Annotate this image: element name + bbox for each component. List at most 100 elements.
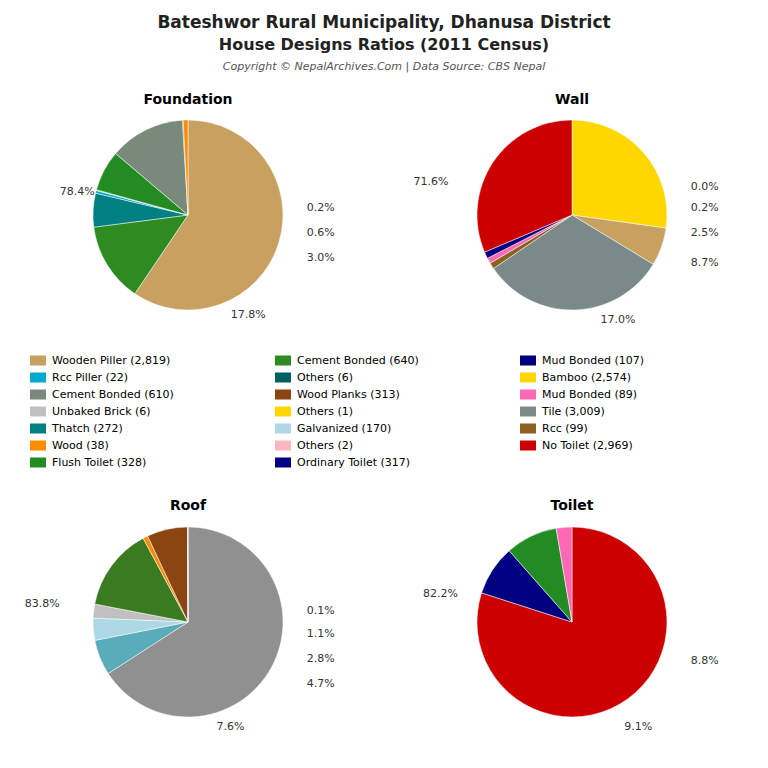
percent-label: 7.6% bbox=[217, 720, 245, 733]
legend-label: Galvanized (170) bbox=[297, 422, 391, 435]
legend-label: Rcc Piller (22) bbox=[52, 371, 128, 384]
legend-swatch bbox=[275, 390, 291, 400]
legend-item: Others (6) bbox=[275, 371, 353, 384]
pie-wedge bbox=[572, 120, 667, 228]
legend-swatch bbox=[520, 356, 536, 366]
legend-swatch bbox=[30, 356, 46, 366]
pie-wedge bbox=[187, 527, 188, 622]
legend-swatch bbox=[275, 373, 291, 383]
percent-label: 0.0% bbox=[691, 180, 719, 193]
percent-label: 0.1% bbox=[307, 604, 335, 617]
pie-wedges bbox=[477, 120, 667, 310]
legend-swatch bbox=[275, 441, 291, 451]
percent-label: 82.2% bbox=[423, 587, 458, 600]
legend-label: Thatch (272) bbox=[51, 422, 123, 435]
percent-label: 83.8% bbox=[25, 597, 60, 610]
legend-label: Bamboo (2,574) bbox=[542, 371, 631, 384]
pie-wedges bbox=[93, 527, 283, 717]
percent-label: 0.2% bbox=[307, 201, 335, 214]
percent-label: 17.0% bbox=[601, 313, 636, 326]
legend-label: Mud Bonded (107) bbox=[542, 354, 644, 367]
legend-item: Others (2) bbox=[275, 439, 353, 452]
percent-label: 0.2% bbox=[691, 201, 719, 214]
legend-label: Rcc (99) bbox=[542, 422, 588, 435]
pie-wedge bbox=[116, 120, 188, 215]
legend-item: Ordinary Toilet (317) bbox=[275, 456, 410, 469]
pie-title: Wall bbox=[555, 91, 589, 107]
legend-label: Others (2) bbox=[297, 439, 353, 452]
figure-subtitle: House Designs Ratios (2011 Census) bbox=[219, 35, 549, 54]
percent-label: 2.8% bbox=[307, 652, 335, 665]
legend-item: Thatch (272) bbox=[30, 422, 123, 435]
pie-title: Roof bbox=[170, 497, 207, 513]
legend-label: Wood (38) bbox=[52, 439, 109, 452]
page: { "title": "Bateshwor Rural Municipality… bbox=[0, 0, 768, 768]
legend-swatch bbox=[275, 458, 291, 468]
legend-label: Wood Planks (313) bbox=[297, 388, 400, 401]
percent-label: 3.0% bbox=[307, 251, 335, 264]
legend-swatch bbox=[30, 407, 46, 417]
legend-label: No Toilet (2,969) bbox=[542, 439, 633, 452]
figure: Bateshwor Rural Municipality, Dhanusa Di… bbox=[0, 0, 768, 768]
figure-title: Bateshwor Rural Municipality, Dhanusa Di… bbox=[157, 12, 610, 32]
percent-label: 78.4% bbox=[60, 185, 95, 198]
legend-swatch bbox=[520, 373, 536, 383]
pie-wedge bbox=[183, 120, 188, 215]
pie-wedge bbox=[94, 215, 188, 294]
pie-wedge bbox=[182, 120, 188, 215]
legend-item: Wood (38) bbox=[30, 439, 109, 452]
legend-swatch bbox=[275, 424, 291, 434]
legend-item: Mud Bonded (89) bbox=[520, 388, 637, 401]
legend-item: Cement Bonded (640) bbox=[275, 354, 419, 367]
pie-title: Foundation bbox=[143, 91, 232, 107]
percent-label: 71.6% bbox=[414, 175, 449, 188]
legend-item: No Toilet (2,969) bbox=[520, 439, 633, 452]
legend-swatch bbox=[30, 390, 46, 400]
legend-item: Unbaked Brick (6) bbox=[30, 405, 151, 418]
percent-label: 17.8% bbox=[231, 308, 266, 321]
percent-label: 2.5% bbox=[691, 226, 719, 239]
legend-label: Others (6) bbox=[297, 371, 353, 384]
pie-wedge bbox=[148, 527, 188, 622]
legend-item: Flush Toilet (328) bbox=[30, 456, 146, 469]
legend-swatch bbox=[275, 407, 291, 417]
legend-item: Mud Bonded (107) bbox=[520, 354, 644, 367]
legend-swatch bbox=[520, 390, 536, 400]
legend-swatch bbox=[275, 356, 291, 366]
percent-label: 8.8% bbox=[691, 654, 719, 667]
legend-label: Cement Bonded (610) bbox=[52, 388, 174, 401]
legend-swatch bbox=[520, 424, 536, 434]
legend-label: Cement Bonded (640) bbox=[297, 354, 419, 367]
percent-label: 0.6% bbox=[307, 226, 335, 239]
percent-label: 1.1% bbox=[307, 627, 335, 640]
percent-label: 4.7% bbox=[307, 677, 335, 690]
legend-item: Rcc (99) bbox=[520, 422, 588, 435]
legend-item: Cement Bonded (610) bbox=[30, 388, 174, 401]
legend-label: Ordinary Toilet (317) bbox=[297, 456, 410, 469]
legend-swatch bbox=[520, 407, 536, 417]
pie-panel: Toilet82.2%8.8%9.1% bbox=[423, 497, 719, 733]
legend-item: Tile (3,009) bbox=[520, 405, 605, 418]
legend-swatch bbox=[30, 441, 46, 451]
legend-label: Others (1) bbox=[297, 405, 353, 418]
percent-label: 8.7% bbox=[691, 256, 719, 269]
legend-swatch bbox=[30, 458, 46, 468]
legend-label: Wooden Piller (2,819) bbox=[52, 354, 170, 367]
pie-panel: Wall 71.6% 17.0% 8.7% 2.5% 0.2% 0.0% bbox=[414, 91, 719, 326]
legend-label: Mud Bonded (89) bbox=[542, 388, 637, 401]
pie-wedge bbox=[187, 527, 188, 622]
legend: Wooden Piller (2,819) Rcc Piller (22) Ceme… bbox=[30, 354, 644, 469]
legend-swatch bbox=[520, 441, 536, 451]
pie-wedge bbox=[477, 527, 667, 717]
legend-swatch bbox=[30, 424, 46, 434]
legend-label: Tile (3,009) bbox=[541, 405, 605, 418]
legend-item: Wooden Piller (2,819) bbox=[30, 354, 170, 367]
legend-swatch bbox=[30, 373, 46, 383]
legend-item: Wood Planks (313) bbox=[275, 388, 400, 401]
copyright-note: Copyright © NepalArchives.Com | Data Sou… bbox=[223, 60, 545, 73]
legend-item: Rcc Piller (22) bbox=[30, 371, 128, 384]
pie-wedges bbox=[477, 527, 667, 717]
pie-panel: Roof 83.8% 7.6% 4.7% 2.8% 1.1% 0.1% bbox=[25, 497, 335, 733]
legend-label: Flush Toilet (328) bbox=[52, 456, 146, 469]
pie-panel: Foundation 78.4% 17.8% 3.0% 0.6% 0.2% bbox=[60, 91, 335, 321]
